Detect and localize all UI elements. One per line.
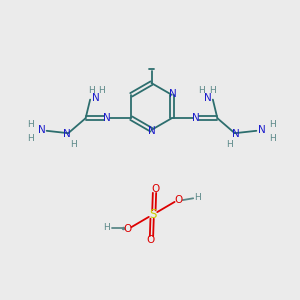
Text: H: H (198, 86, 205, 95)
Text: N: N (192, 113, 200, 123)
Text: H: H (103, 223, 110, 232)
Text: O: O (151, 184, 160, 194)
Text: H: H (194, 193, 201, 202)
Text: N: N (148, 126, 155, 136)
Text: O: O (146, 235, 155, 245)
Text: O: O (123, 224, 131, 234)
Text: N: N (38, 125, 45, 135)
Text: O: O (175, 195, 183, 205)
Text: H: H (70, 140, 77, 149)
Text: H: H (98, 86, 105, 95)
Text: N: N (103, 113, 111, 123)
Text: H: H (269, 134, 276, 143)
Text: S: S (149, 208, 157, 221)
Text: N: N (258, 125, 265, 135)
Text: N: N (169, 89, 177, 99)
Text: H: H (88, 86, 94, 95)
Text: H: H (27, 134, 34, 143)
Text: H: H (27, 120, 34, 129)
Text: N: N (92, 93, 99, 103)
Text: H: H (226, 140, 233, 149)
Text: H: H (209, 86, 216, 95)
Text: N: N (232, 129, 240, 140)
Text: N: N (204, 93, 211, 103)
Text: H: H (269, 120, 276, 129)
Text: N: N (63, 129, 70, 140)
